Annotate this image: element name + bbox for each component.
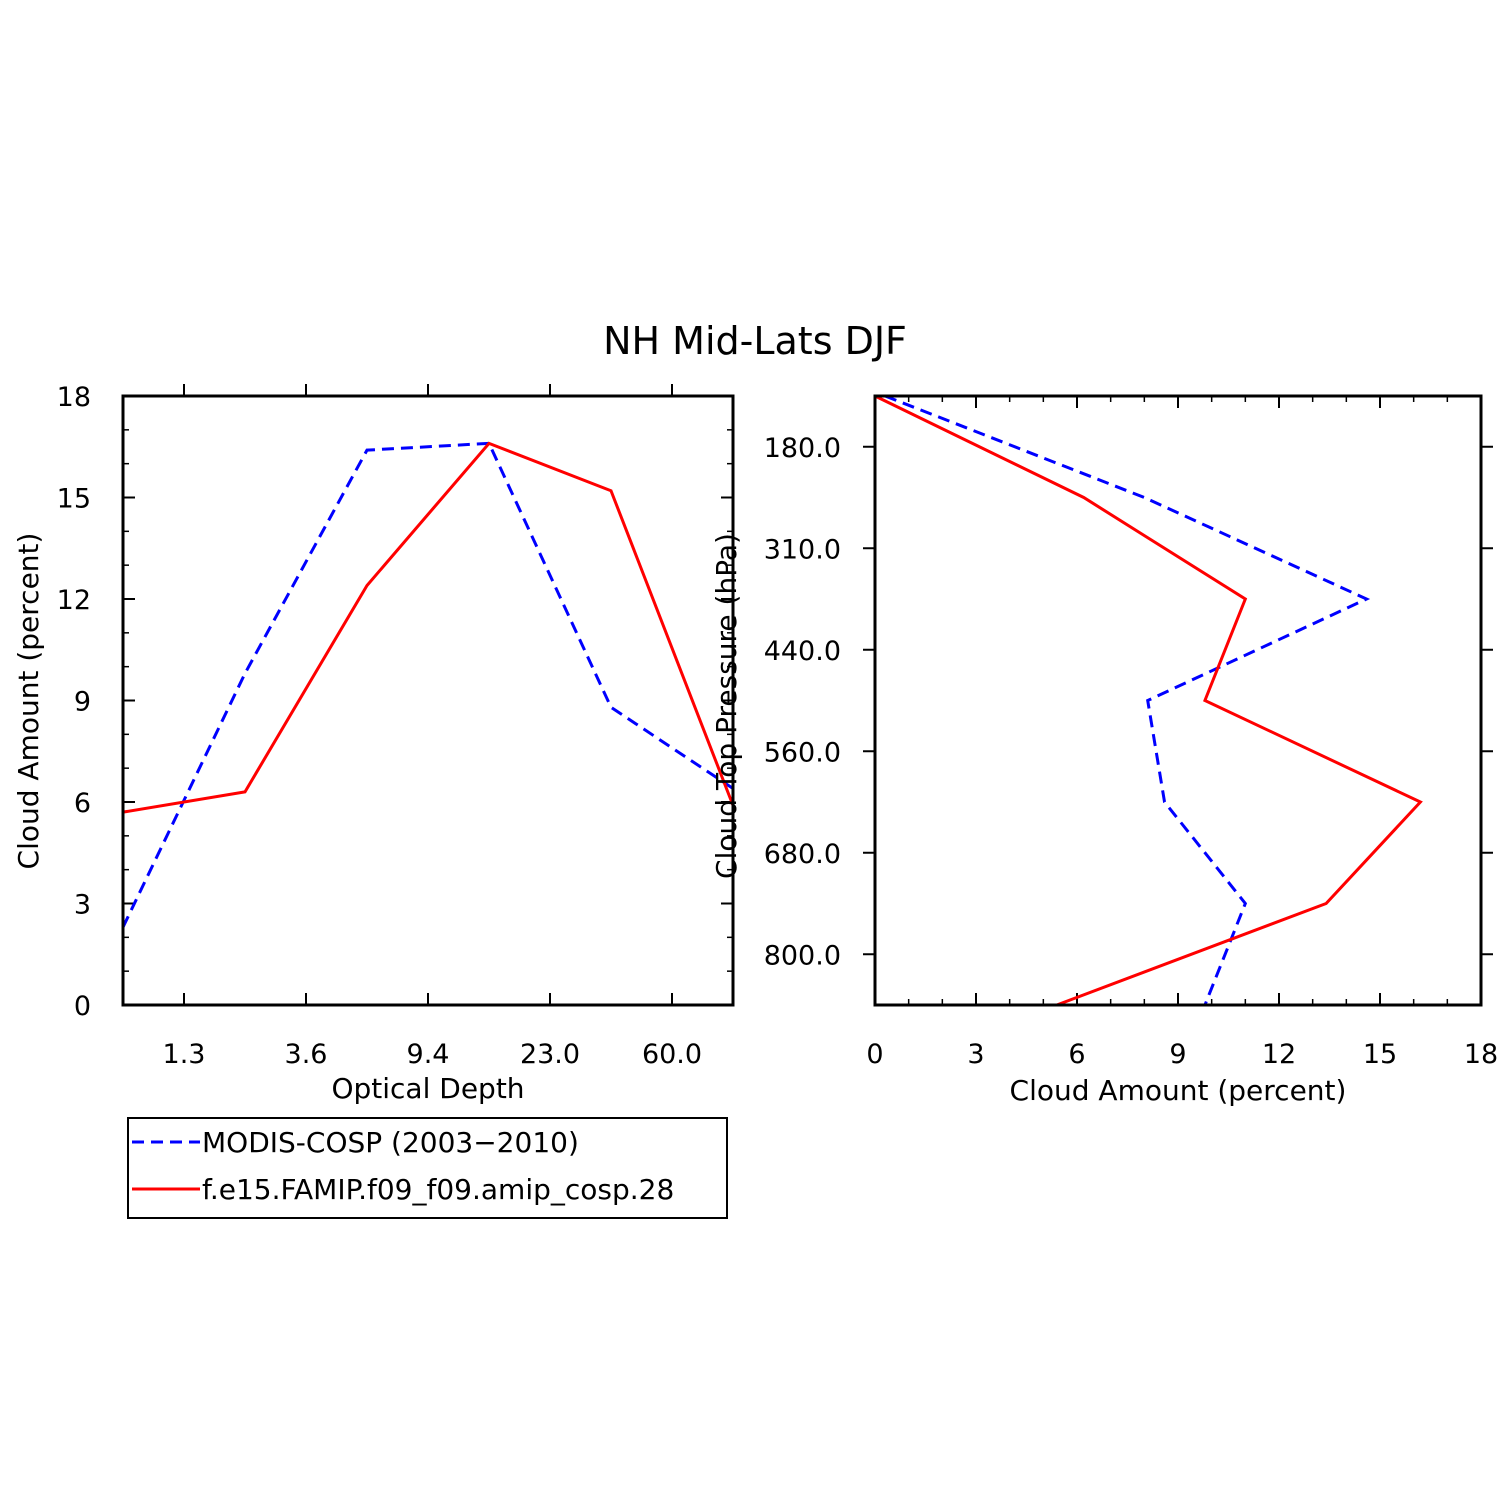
right-x-tick-label: 9 (1169, 1039, 1186, 1070)
left-x-label: Optical Depth (331, 1072, 524, 1105)
left-x-tick-label: 9.4 (407, 1039, 450, 1070)
right-series-modis-line (884, 394, 1371, 1006)
left-series-model-line (122, 441, 735, 814)
left-y-tick-label: 15 (57, 484, 91, 515)
right-x-tick-label: 0 (866, 1039, 883, 1070)
figure-title: NH Mid-Lats DJF (603, 319, 907, 363)
left-y-tick-label: 6 (74, 788, 91, 819)
left-y-tick-label: 12 (57, 585, 91, 616)
right-x-tick-label: 18 (1464, 1039, 1498, 1070)
left-y-tick-label: 0 (74, 991, 91, 1022)
right-series-model-line (874, 394, 1423, 1007)
legend: MODIS-COSP (2003−2010) f.e15.FAMIP.f09_f… (127, 1117, 728, 1219)
right-y-tick-label: 560.0 (764, 737, 841, 768)
right-series (874, 394, 1423, 1007)
left-x-tick-label: 60.0 (642, 1039, 702, 1070)
legend-box (127, 1117, 728, 1219)
left-x-tick-label: 23.0 (520, 1039, 580, 1070)
left-y-tick-label: 18 (57, 382, 91, 413)
right-y-tick-label: 440.0 (764, 636, 841, 667)
left-ticks: 0 3 6 9 12 15 18 1.3 3.6 9.4 23.0 60.0 (57, 382, 733, 1070)
left-y-tick-label: 9 (74, 687, 91, 718)
right-x-tick-label: 6 (1068, 1039, 1085, 1070)
right-y-tick-label: 180.0 (764, 433, 841, 464)
right-plot-frame (873, 394, 1483, 1007)
left-x-tick-label: 1.3 (163, 1039, 206, 1070)
left-y-label: Cloud Amount (percent) (12, 533, 45, 870)
right-y-tick-label: 800.0 (764, 940, 841, 971)
right-x-tick-label: 15 (1363, 1039, 1397, 1070)
left-panel: 0 3 6 9 12 15 18 1.3 3.6 9.4 23.0 60.0 Optical Dept… (12, 382, 735, 1105)
left-series-modis-line (121, 441, 734, 928)
right-y-tick-label: 680.0 (764, 839, 841, 870)
left-x-tick-label: 3.6 (285, 1039, 328, 1070)
right-ticks: 0 3 6 9 12 15 18 180.0 310.0 440.0 560.0 680.0 800.0 (764, 396, 1498, 1070)
legend-label-model: f.e15.FAMIP.f09_f09.amip_cosp.28 (202, 1173, 674, 1206)
left-y-tick-label: 3 (74, 890, 91, 921)
right-x-tick-label: 12 (1262, 1039, 1296, 1070)
right-y-label: Cloud Top Pressure (hPa) (710, 533, 743, 879)
right-x-tick-label: 3 (967, 1039, 984, 1070)
left-plot-frame (121, 394, 735, 1007)
left-series (121, 441, 735, 928)
right-panel: 0 3 6 9 12 15 18 180.0 310.0 440.0 560.0 680.0 800.0… (710, 394, 1498, 1107)
right-x-label: Cloud Amount (percent) (1010, 1074, 1347, 1107)
right-y-tick-label: 310.0 (764, 534, 841, 565)
legend-label-modis: MODIS-COSP (2003−2010) (202, 1126, 579, 1159)
